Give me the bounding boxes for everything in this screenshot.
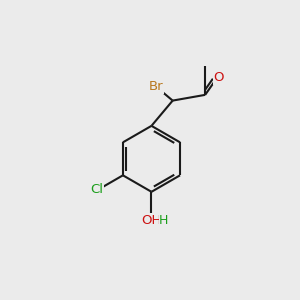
Text: OH: OH	[141, 214, 162, 227]
Text: Br: Br	[149, 80, 164, 93]
Text: O: O	[214, 71, 224, 84]
Text: Cl: Cl	[91, 183, 104, 196]
Text: H: H	[159, 214, 169, 227]
